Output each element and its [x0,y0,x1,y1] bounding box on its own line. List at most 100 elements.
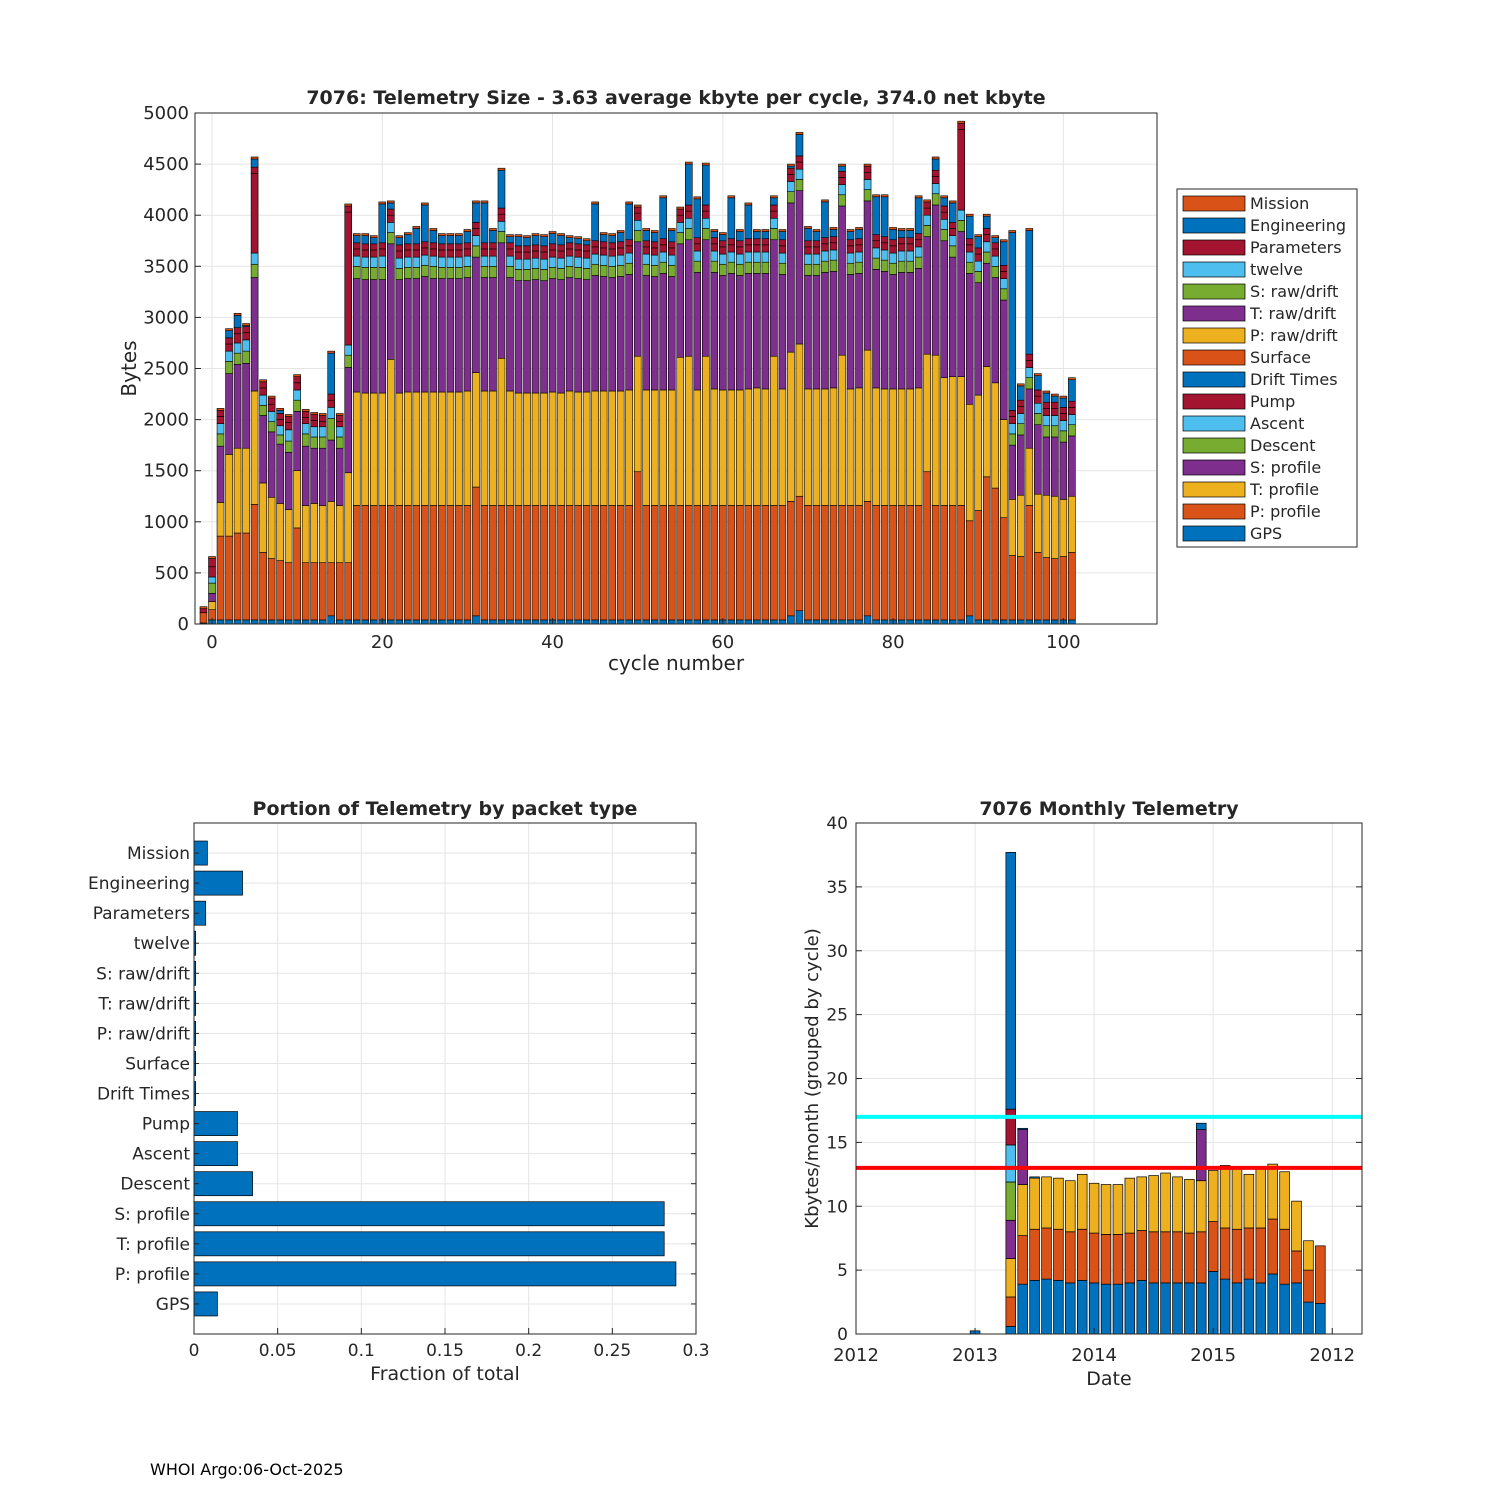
bar-segment [999,517,1008,621]
x-tick-label: 80 [882,632,905,653]
bar-segment [1025,230,1034,355]
bar-segment [1255,1282,1267,1335]
y-tick-label: 25 [826,1006,848,1026]
bar-segment [702,204,710,212]
bar-segment [736,389,744,506]
bar-segment [931,158,940,171]
bar-segment [421,391,429,506]
bar-segment [889,262,897,275]
bar-segment [225,454,233,537]
bar-segment [804,253,812,265]
bar-segment [753,244,761,253]
bar-segment [897,619,906,625]
bar-segment [1059,441,1068,500]
bar-segment [821,201,829,238]
bar-segment [446,256,455,268]
bar-segment [616,264,625,277]
bar-segment [480,248,489,257]
bar-segment [744,619,753,625]
bar-segment [369,243,378,251]
bar-segment [1005,1258,1017,1298]
bar-segment [531,257,540,269]
y-tick-label: Ascent [132,1145,190,1165]
bar-segment [284,422,293,431]
bar-segment [821,237,829,245]
legend-swatch [1182,217,1246,234]
bar-segment [455,619,463,625]
legend-label: Engineering [1250,216,1346,235]
bar-segment [880,236,889,244]
bar-segment [378,392,387,506]
bar-segment [446,267,455,279]
bar-segment [770,239,778,357]
bar-segment [472,615,480,625]
bar-segment [974,247,983,255]
bar-segment [1243,1278,1255,1335]
bar-segment [889,239,897,247]
x-tick-label: 100 [1046,632,1080,653]
bar-segment [216,445,225,503]
bar-segment [829,227,838,230]
bar-segment [1016,494,1025,557]
bar-segment [897,250,906,262]
bar-segment [565,277,574,392]
bar-segment [310,420,318,428]
bar-segment [352,235,361,244]
bar-segment [216,408,225,411]
legend-swatch [1182,393,1246,410]
bar-segment [599,619,608,625]
bar-segment [821,619,829,625]
bar-segment [395,619,404,625]
bar-segment [591,505,599,621]
bar-segment [1219,1227,1231,1280]
y-tick-label: twelve [134,934,190,954]
bar-segment [404,232,412,235]
bar-segment [770,210,778,219]
bar-segment [727,619,736,625]
bar-segment [1051,425,1059,438]
bar-segment [1042,415,1051,427]
bar-segment [642,619,650,625]
bar-segment [736,619,744,625]
bar-segment [812,229,821,232]
bar-segment [591,203,599,242]
bar-segment [395,250,404,259]
bar-segment [863,179,872,190]
bar-segment [744,202,753,206]
bar-segment [1184,1282,1195,1335]
bar-segment [855,505,863,621]
bar [193,1261,677,1287]
bar-segment [540,258,548,270]
bar-segment [914,195,923,199]
bar-segment [778,245,787,254]
bar-segment [318,426,327,438]
bar-segment [931,354,940,506]
bar-segment [582,391,591,506]
bar-segment [948,245,957,258]
y-tick-label: 0 [837,1325,848,1345]
bar-segment [216,535,225,621]
bar-segment [225,330,233,339]
bar-segment [1008,230,1017,233]
bar-segment [438,505,446,621]
bar-segment [872,269,880,389]
bar-segment [855,229,863,240]
bar-segment [259,619,267,625]
bar-segment [880,388,889,506]
bar-segment [582,244,591,252]
bar-segment [906,237,914,245]
bar-segment [369,249,378,258]
bar-segment [846,229,855,232]
bar-segment [310,619,318,625]
bar-segment [565,619,574,625]
bar-segment [387,359,395,506]
bar-segment [276,413,284,420]
bar-segment [574,505,582,621]
bar-segment [702,355,710,506]
bar-segment [829,387,838,506]
bar-segment [557,505,565,621]
bar-segment [940,211,948,220]
bar [193,1141,238,1167]
bar-segment [284,440,293,453]
bar-segment [667,264,676,277]
